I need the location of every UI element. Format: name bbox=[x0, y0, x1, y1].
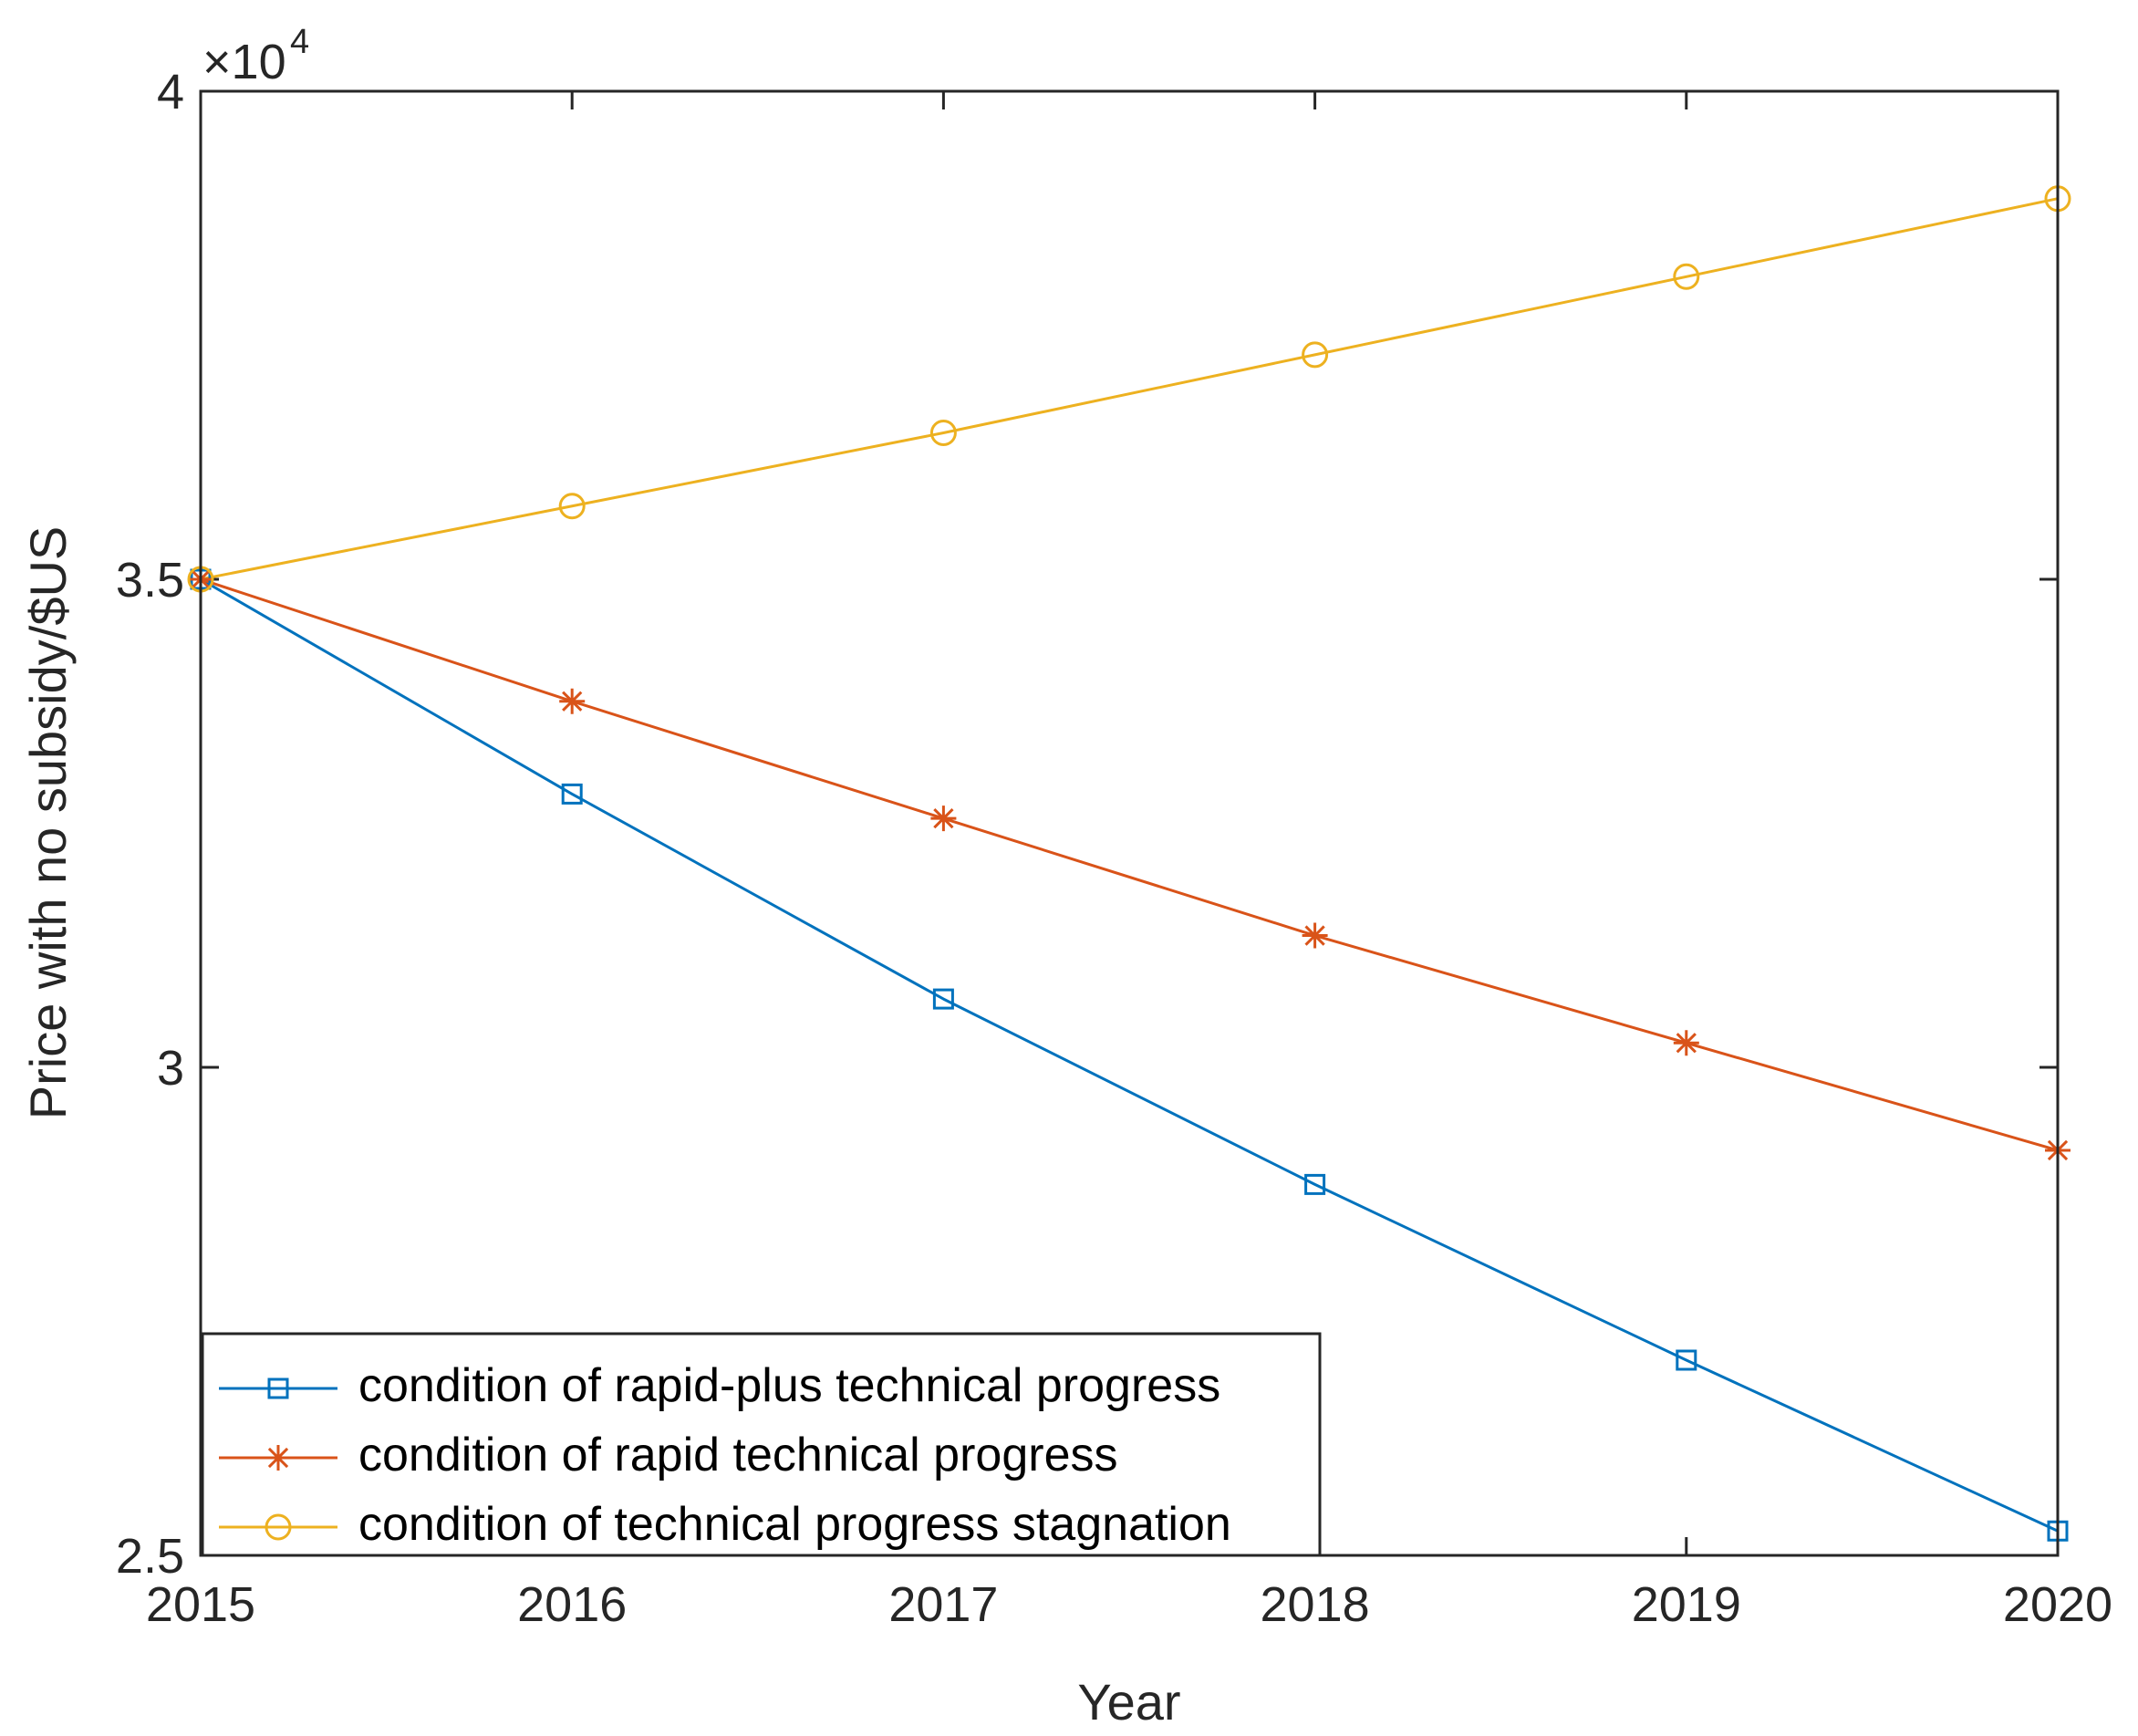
x-tick-label: 2020 bbox=[2003, 1577, 2112, 1632]
data-point-3 bbox=[1302, 341, 1329, 369]
y-tick-labels: 2.5 3 3.5 4 bbox=[116, 65, 184, 1584]
plot-area bbox=[201, 91, 2058, 1555]
x-tick-label: 2015 bbox=[146, 1577, 255, 1632]
y-tick-label: 3.5 bbox=[116, 553, 184, 608]
legend-entries: condition of rapid-plus technical progre… bbox=[219, 1359, 1231, 1551]
data-point-1 bbox=[1304, 1173, 1326, 1195]
data-point-2 bbox=[930, 806, 957, 832]
y-axis-title: Price with no subsidy/$US bbox=[19, 526, 77, 1120]
x-tick-label: 2016 bbox=[517, 1577, 627, 1632]
series-line-1 bbox=[200, 577, 2059, 1533]
data-point-3 bbox=[1673, 263, 1700, 290]
legend-marker-1 bbox=[267, 1377, 289, 1399]
legend-label-3: condition of technical progress stagnati… bbox=[358, 1498, 1231, 1551]
x-axis-title: Year bbox=[1077, 1673, 1180, 1731]
legend-marker-2 bbox=[265, 1445, 291, 1471]
x-tick-label: 2018 bbox=[1261, 1577, 1370, 1632]
data-point-3 bbox=[929, 420, 957, 446]
series-line-2 bbox=[200, 577, 2059, 1152]
data-point-2 bbox=[1302, 922, 1328, 949]
data-point-1 bbox=[1676, 1349, 1697, 1371]
data-point-2 bbox=[1673, 1030, 1699, 1056]
series-lines bbox=[200, 197, 2059, 1533]
y-tick-label: 3 bbox=[157, 1041, 184, 1096]
series-line-3 bbox=[200, 197, 2059, 581]
legend-label-1: condition of rapid-plus technical progre… bbox=[358, 1359, 1220, 1412]
x-tick-label: 2017 bbox=[888, 1577, 998, 1632]
y-tick-label: 4 bbox=[157, 65, 184, 120]
data-point-3 bbox=[558, 493, 586, 520]
x-tick-labels: 2015 2016 2017 2018 2019 2020 bbox=[146, 1577, 2112, 1632]
y-exponent-label: ×10 bbox=[202, 35, 286, 89]
legend-marker-3 bbox=[265, 1513, 292, 1541]
x-tick-label: 2019 bbox=[1632, 1577, 1741, 1632]
legend-box bbox=[201, 1332, 1322, 1557]
legend: condition of rapid-plus technical progre… bbox=[201, 1332, 1322, 1557]
data-point-1 bbox=[932, 988, 954, 1010]
y-tick-label: 2.5 bbox=[116, 1529, 184, 1584]
data-point-2 bbox=[559, 688, 586, 714]
data-point-1 bbox=[561, 783, 583, 805]
y-exponent-power: 4 bbox=[290, 23, 309, 61]
legend-label-2: condition of rapid technical progress bbox=[358, 1429, 1117, 1481]
